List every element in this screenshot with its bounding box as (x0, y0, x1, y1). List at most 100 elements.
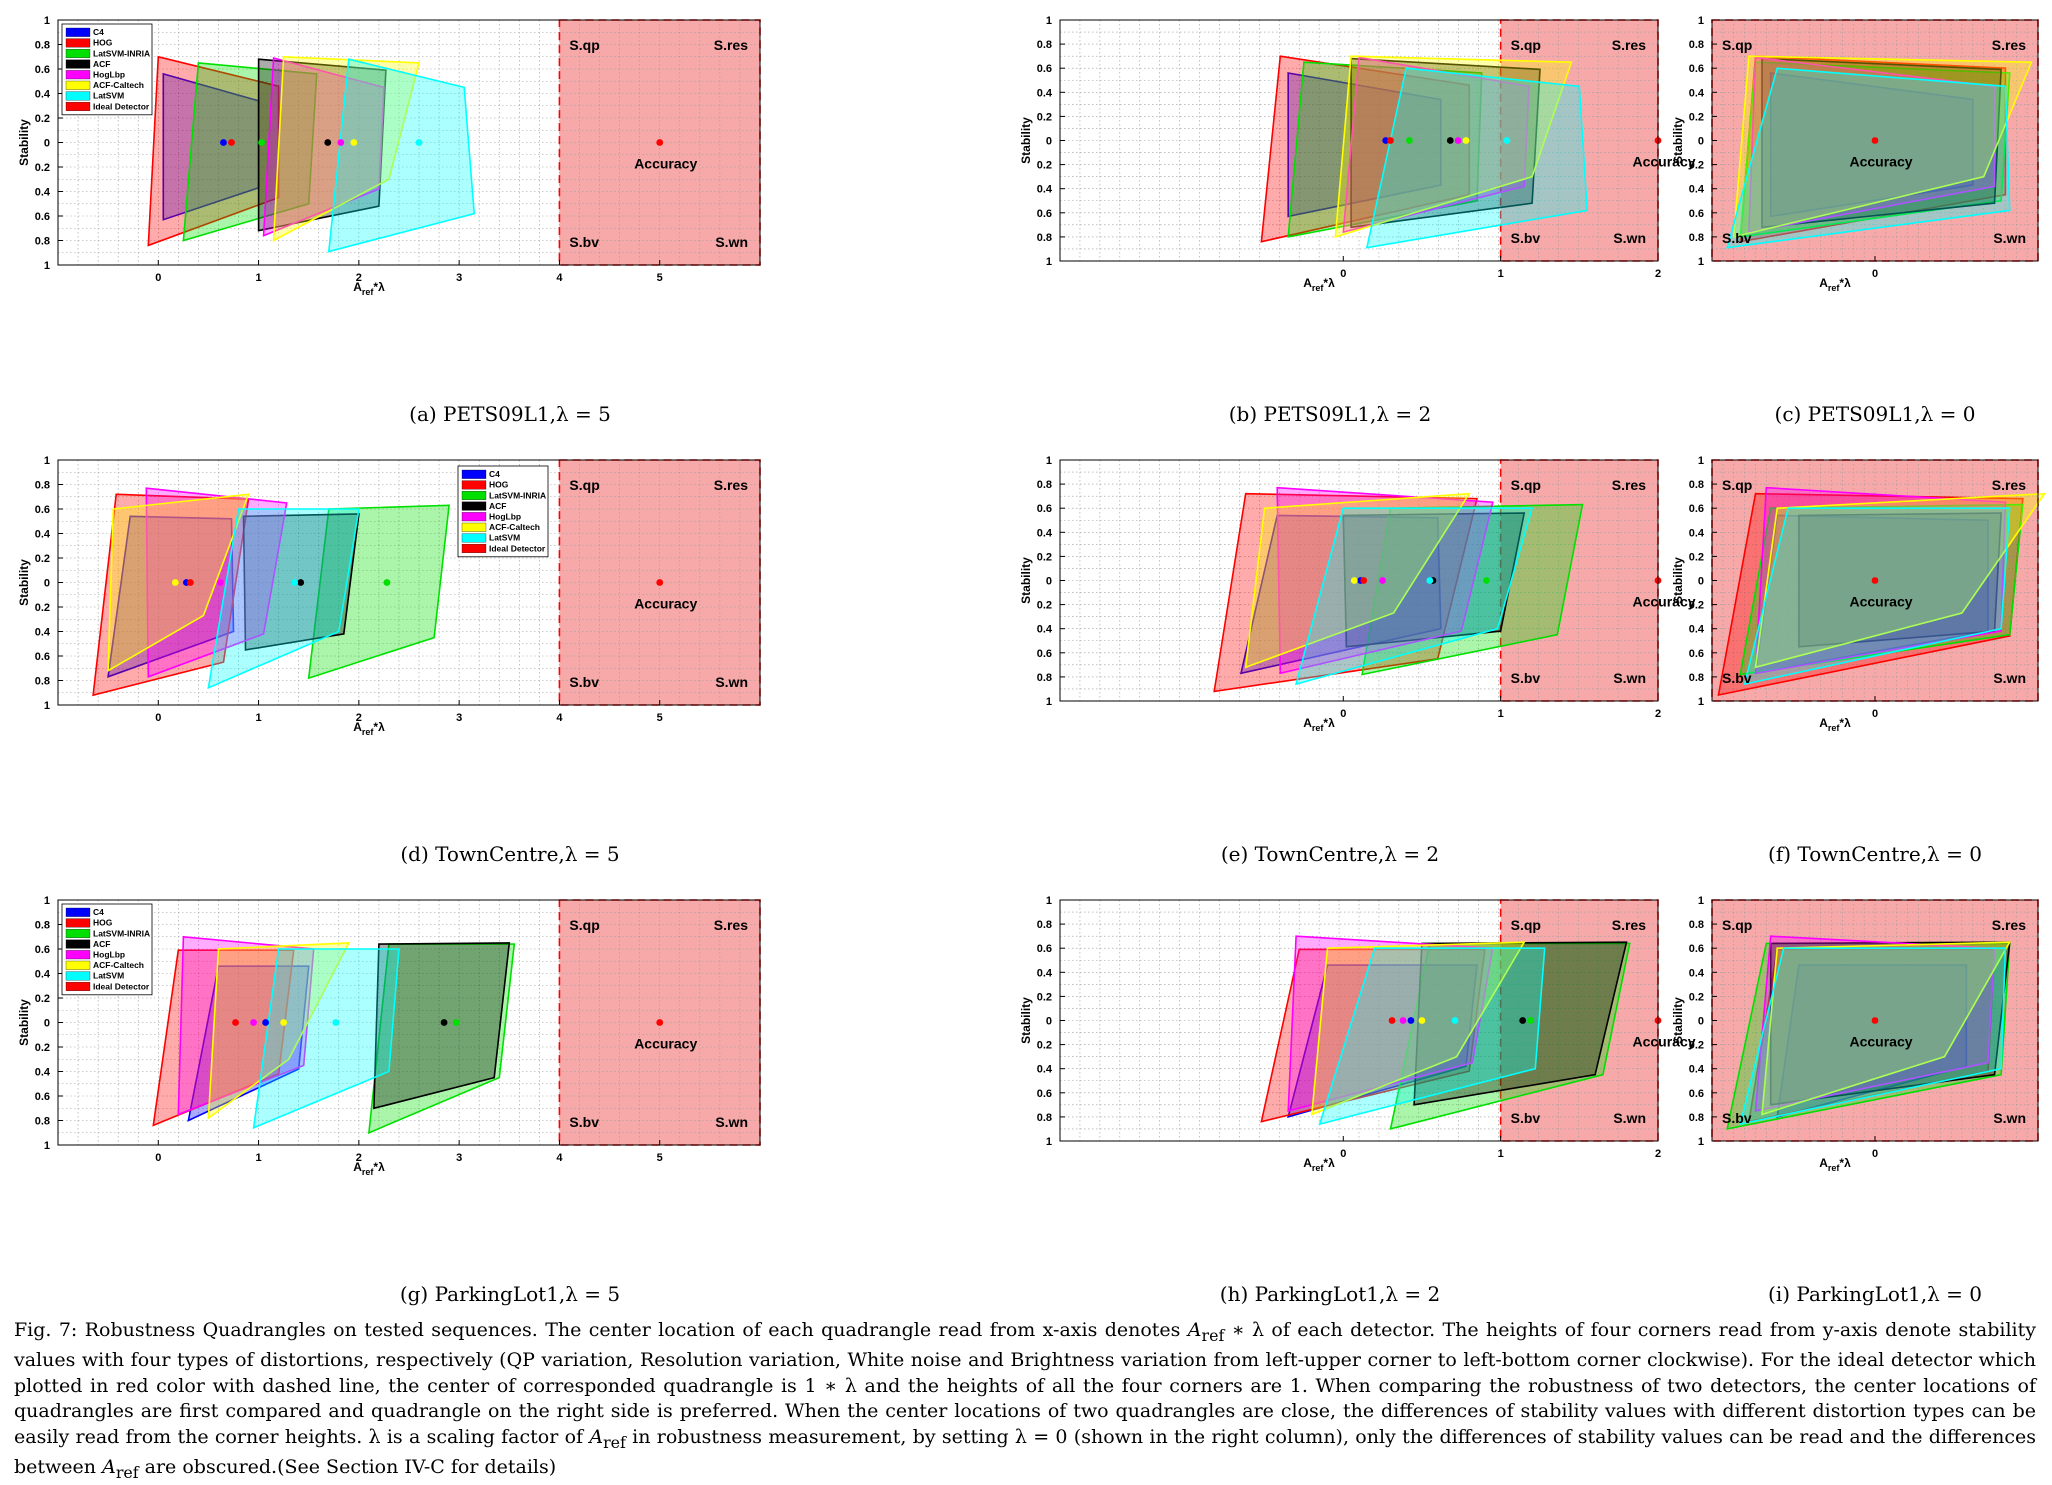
ideal-detector-region (1500, 900, 1658, 1141)
x-tick-label: 0 (1340, 708, 1346, 720)
legend-swatch (461, 522, 487, 532)
grid (1060, 460, 1658, 701)
caption-i: (i) ParkingLot1,λ = 0 (1768, 1282, 1982, 1306)
legend-swatch (461, 533, 487, 543)
center-point-c4 (1382, 137, 1390, 144)
y-axis-label: Stability (17, 999, 31, 1046)
legend-entry: Ideal Detector (489, 543, 546, 553)
legend-swatch (461, 480, 487, 490)
center-point-latsvm (1426, 577, 1434, 584)
region-label-res: S.res (714, 917, 748, 933)
center-point-acf (297, 579, 305, 586)
legend-swatch (65, 27, 91, 37)
region-label-wn: S.wn (1993, 670, 2026, 686)
center-point-ideal-detector (1871, 1017, 1879, 1024)
legend-swatch (461, 544, 487, 553)
y-tick-label: 0.8 (1689, 479, 1704, 491)
legend: C4HOGLatSVM-INRIAACFHogLbpACF-CaltechLat… (61, 903, 153, 996)
grid (1712, 900, 2038, 1141)
region-label-accuracy: Accuracy (1849, 1034, 1912, 1050)
grid (1060, 900, 1658, 1141)
x-tick-label: 0 (155, 712, 161, 724)
y-tick-label: 1 (1698, 256, 1704, 268)
center-point-latsvm-inria (258, 139, 265, 146)
y-tick-label: 1 (1698, 895, 1704, 907)
chart-c: S.qp S.res S.bv S.wn Accuracy 1 0.8 0.6 0.4 0.2 0 0… (1671, 15, 2039, 293)
x-tick-label: 1 (256, 712, 262, 724)
y-tick-label: 0.8 (1689, 1112, 1704, 1124)
region-label-accuracy: Accuracy (1849, 594, 1912, 610)
center-point-acf (1446, 137, 1454, 144)
caption-e: (e) TownCentre,λ = 2 (1220, 842, 1440, 866)
y-tick-label: 0 (1698, 136, 1704, 148)
y-tick-label: 1 (1698, 1136, 1704, 1148)
x-tick-label: 2 (356, 712, 362, 724)
legend-entry: Ideal Detector (93, 101, 150, 111)
legend-entry: ACF (93, 939, 110, 949)
x-axis-label-sub: ref (1312, 1163, 1325, 1173)
quadrangle-hoglbp (177, 935, 315, 1116)
y-tick-label: 0.4 (1689, 527, 1705, 539)
quadrangle-c4 (1769, 72, 1974, 218)
legend-entry: ACF-Caltech (489, 522, 540, 532)
figure-caption-part-1: Fig. 7: Robustness Quadrangles on tested… (14, 1319, 1188, 1341)
quadrangle-acf-caltech (1334, 55, 1573, 239)
legend-swatch (65, 971, 91, 981)
center-point-latsvm-inria (452, 1019, 460, 1026)
x-tick-label: 2 (356, 1152, 362, 1164)
region-label-res: S.res (714, 477, 748, 493)
legend-swatch (65, 907, 91, 917)
x-tick-label: 4 (556, 272, 563, 284)
y-axis-label: Stability (1671, 557, 1685, 604)
y-tick-label: 0 (1046, 1016, 1052, 1028)
x-axis-label-sub: ref (1312, 723, 1325, 733)
x-axis-label: Aref*λ (1819, 1156, 1851, 1173)
x-tick-label: 2 (1655, 268, 1661, 280)
legend-swatch (461, 501, 487, 511)
center-point-latsvm-inria (1405, 137, 1413, 144)
center-point-latsvm (1451, 1017, 1459, 1024)
x-axis-label-sub: ref (362, 727, 375, 737)
quadrangle-latsvm (1294, 507, 1534, 686)
chart-panel-c: S.qp S.res S.bv S.wn Accuracy 1 0.8 0.6 0.4 0.2 0 0… (1670, 0, 2052, 340)
x-axis-label-main: A (1303, 276, 1312, 290)
y-tick-label: 0 (44, 1018, 50, 1030)
y-tick-label: 0.2 (1689, 1040, 1704, 1052)
region-label-accuracy: Accuracy (634, 1036, 697, 1052)
legend-swatch (65, 38, 91, 48)
y-tick-label: 1 (1046, 256, 1052, 268)
y-axis: 1 0.8 0.6 0.4 0.2 0 0.2 0.4 0.6 0.8 1 (35, 455, 63, 712)
y-tick-label: 0.2 (1037, 600, 1052, 612)
x-axis-label-sub: ref (1828, 1163, 1841, 1173)
x-axis-label-main: A (1303, 716, 1312, 730)
y-tick-label: 0.6 (1689, 1088, 1704, 1100)
center-point-hoglbp (250, 1019, 257, 1026)
y-tick-label: 0.8 (35, 40, 50, 52)
chart-i: S.qp S.res S.bv S.wn Accuracy 1 0.8 0.6 0.4 0.2 0 0… (1671, 895, 2039, 1173)
legend-swatch (65, 939, 91, 949)
center-point-ideal-detector (656, 1019, 664, 1026)
center-point-latsvm (415, 139, 423, 146)
x-tick-label: 0 (1872, 708, 1878, 720)
quadrangle-c4 (107, 515, 235, 679)
center-point-c4 (262, 1019, 269, 1026)
region-label-accuracy: Accuracy (1632, 1034, 1695, 1050)
region-label-qp: S.qp (1722, 37, 1752, 53)
region-label-bv: S.bv (1722, 230, 1752, 246)
y-tick-label: 0.8 (1037, 672, 1052, 684)
y-tick-label: 0.8 (1037, 39, 1052, 51)
y-tick-label: 0.2 (35, 1042, 50, 1054)
y-tick-label: 1 (44, 1140, 50, 1152)
quadrangle-hog (1260, 55, 1471, 243)
legend-swatch (65, 59, 91, 69)
caption-a: (a) PETS09L1,λ = 5 (409, 402, 611, 426)
legend-entry: Ideal Detector (93, 981, 150, 991)
y-tick-label: 0.2 (1037, 1040, 1052, 1052)
y-axis-label: Stability (17, 559, 31, 606)
y-axis-label: Stability (17, 119, 31, 166)
center-point-acf-caltech (171, 579, 179, 586)
x-axis: 0 (1872, 256, 1878, 280)
quadrangle-acf-caltech (1310, 941, 1526, 1116)
